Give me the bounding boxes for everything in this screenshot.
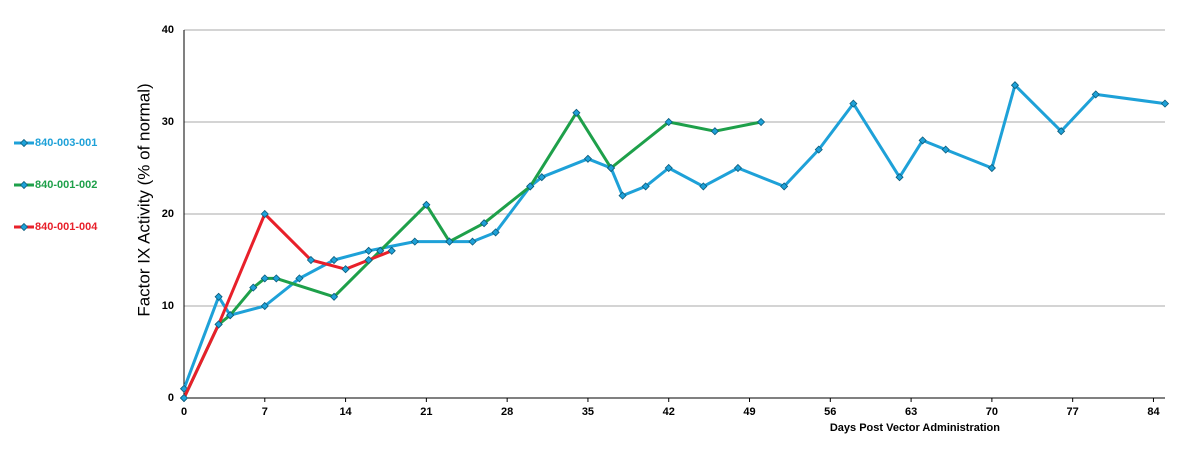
- data-point: [572, 108, 581, 117]
- x-tick-label: 28: [501, 406, 513, 418]
- y-tick-label: 30: [162, 116, 174, 128]
- data-point: [480, 219, 489, 228]
- data-point: [249, 283, 258, 292]
- x-tick-label: 21: [420, 406, 432, 418]
- data-point: [780, 182, 789, 191]
- data-point: [814, 145, 823, 154]
- x-tick-label: 56: [824, 406, 836, 418]
- legend-label: 840-001-004: [35, 221, 98, 233]
- data-point: [583, 154, 593, 163]
- data-point: [1091, 90, 1100, 99]
- y-tick-label: 0: [168, 392, 174, 404]
- data-point: [295, 274, 304, 283]
- data-point: [341, 265, 350, 274]
- data-point: [179, 393, 189, 403]
- y-tick-label: 40: [162, 24, 174, 36]
- data-point: [618, 191, 627, 200]
- data-point: [260, 301, 269, 311]
- data-point: [699, 182, 708, 191]
- data-point: [179, 384, 189, 393]
- legend-marker: [19, 222, 29, 232]
- data-point: [364, 246, 373, 255]
- legend-label: 840-001-002: [35, 179, 97, 191]
- y-axis-label: Factor IX Activity (% of normal): [134, 83, 153, 316]
- data-point: [306, 255, 316, 265]
- x-tick-label: 63: [905, 406, 917, 418]
- x-tick-label: 14: [339, 406, 352, 418]
- data-point: [733, 163, 743, 173]
- x-tick-label: 77: [1067, 406, 1079, 418]
- x-tick-label: 35: [582, 406, 594, 418]
- data-point: [895, 173, 904, 182]
- x-tick-label: 7: [262, 406, 268, 418]
- data-point: [329, 255, 339, 265]
- data-point: [272, 274, 281, 283]
- data-point: [226, 311, 235, 320]
- data-point: [491, 228, 500, 237]
- legend-marker: [19, 138, 29, 148]
- data-point: [445, 237, 454, 246]
- data-point: [664, 117, 673, 127]
- data-point: [1057, 127, 1066, 136]
- data-point: [260, 209, 269, 219]
- y-tick-label: 10: [162, 300, 174, 312]
- data-point: [364, 255, 373, 265]
- legend-label: 840-003-001: [35, 137, 97, 149]
- data-point: [214, 292, 223, 301]
- series-line: [182, 83, 1166, 390]
- data-point: [537, 173, 546, 182]
- x-tick-label: 0: [181, 406, 187, 418]
- data-point: [422, 200, 431, 209]
- data-point: [664, 163, 673, 173]
- data-point: [1010, 81, 1020, 90]
- data-point: [710, 127, 719, 136]
- data-point: [849, 99, 858, 108]
- data-point: [468, 237, 477, 246]
- data-point: [918, 136, 927, 145]
- x-tick-label: 42: [663, 406, 675, 418]
- data-point: [387, 246, 396, 255]
- data-point: [987, 163, 996, 173]
- x-tick-label: 84: [1147, 406, 1160, 418]
- data-point: [641, 182, 650, 191]
- data-point: [1160, 99, 1170, 108]
- data-point: [526, 182, 535, 191]
- series-line: [182, 111, 762, 399]
- x-tick-label: 49: [743, 406, 755, 418]
- data-point: [756, 117, 766, 127]
- legend-marker: [19, 180, 29, 190]
- x-axis-label: Days Post Vector Administration: [830, 422, 1000, 434]
- y-tick-label: 20: [162, 208, 174, 220]
- data-point: [410, 237, 419, 246]
- x-tick-label: 70: [986, 406, 998, 418]
- data-point: [329, 292, 339, 301]
- data-point: [214, 320, 223, 329]
- data-point: [941, 145, 950, 154]
- data-point: [260, 274, 269, 283]
- data-point: [606, 163, 616, 173]
